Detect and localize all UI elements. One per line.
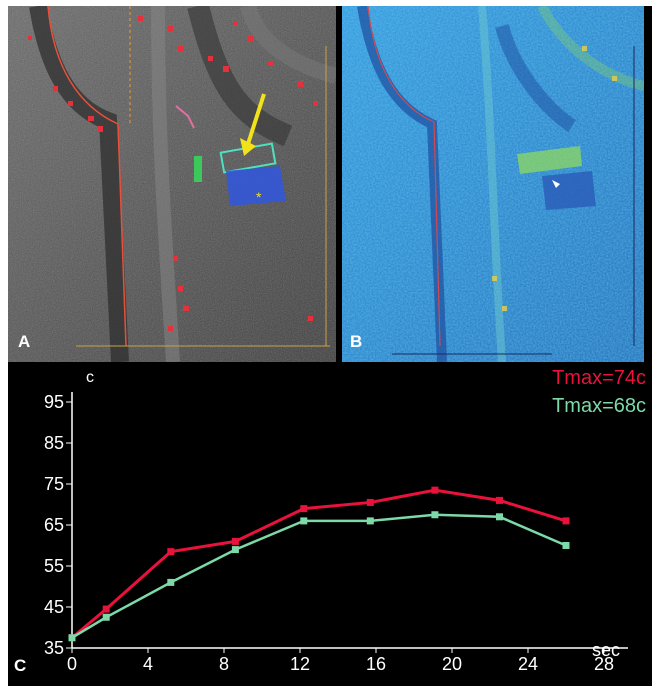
legend-entry: Tmax=68c bbox=[552, 395, 646, 417]
image-panel-a: * A bbox=[8, 6, 336, 362]
image-a-graphic: * bbox=[8, 6, 336, 362]
x-tick-label: 28 bbox=[594, 654, 614, 674]
y-tick-label: 75 bbox=[44, 474, 64, 494]
x-tick-label: 16 bbox=[366, 654, 386, 674]
chart-legend: Tmax=74c Tmax=68c bbox=[552, 367, 646, 417]
data-point bbox=[431, 486, 439, 494]
x-axis-label: sec bbox=[592, 640, 620, 660]
legend-entry: Tmax=74c bbox=[552, 367, 646, 389]
data-point bbox=[167, 578, 175, 586]
data-point bbox=[231, 546, 239, 554]
y-tick-label: 65 bbox=[44, 515, 64, 535]
x-tick-label: 12 bbox=[290, 654, 310, 674]
chart-axes bbox=[71, 392, 628, 649]
data-point bbox=[562, 517, 570, 525]
x-tick-label: 0 bbox=[67, 654, 77, 674]
chart-panel-c: 35 45 55 65 75 85 95 0 4 8 12 16 20 24 28 Tmax=74c Tma… bbox=[8, 366, 652, 678]
data-point bbox=[300, 505, 308, 513]
x-ticks: 0 4 8 12 16 20 24 28 bbox=[67, 648, 614, 674]
panel-a-label: A bbox=[18, 332, 31, 351]
data-point bbox=[496, 496, 503, 504]
data-point bbox=[562, 542, 570, 549]
data-point bbox=[496, 513, 503, 521]
data-point bbox=[231, 537, 239, 545]
data-point bbox=[366, 517, 374, 525]
image-b-graphic bbox=[342, 6, 644, 362]
series-line bbox=[71, 488, 567, 639]
x-tick-label: 20 bbox=[442, 654, 462, 674]
chart-series bbox=[68, 486, 570, 642]
x-tick-label: 4 bbox=[143, 654, 153, 674]
data-point bbox=[102, 605, 110, 613]
x-tick-label: 24 bbox=[518, 654, 538, 674]
data-point bbox=[68, 634, 76, 642]
series-line bbox=[71, 513, 567, 639]
data-point bbox=[167, 548, 175, 556]
x-tick-label: 8 bbox=[219, 654, 229, 674]
data-point bbox=[431, 511, 439, 519]
y-tick-label: 55 bbox=[44, 556, 64, 576]
data-point bbox=[366, 498, 374, 506]
y-tick-label: 35 bbox=[44, 638, 64, 658]
y-ticks: 35 45 55 65 75 85 95 bbox=[44, 392, 72, 658]
y-tick-label: 95 bbox=[44, 392, 64, 412]
data-point bbox=[102, 613, 110, 621]
y-axis-label: c bbox=[86, 369, 94, 386]
y-tick-label: 45 bbox=[44, 597, 64, 617]
image-panel-b: B bbox=[342, 6, 644, 362]
y-tick-label: 85 bbox=[44, 433, 64, 453]
panel-c-label: C bbox=[14, 656, 27, 675]
svg-text:*: * bbox=[256, 189, 262, 205]
panel-b-label: B bbox=[350, 332, 363, 351]
data-point bbox=[300, 517, 308, 525]
